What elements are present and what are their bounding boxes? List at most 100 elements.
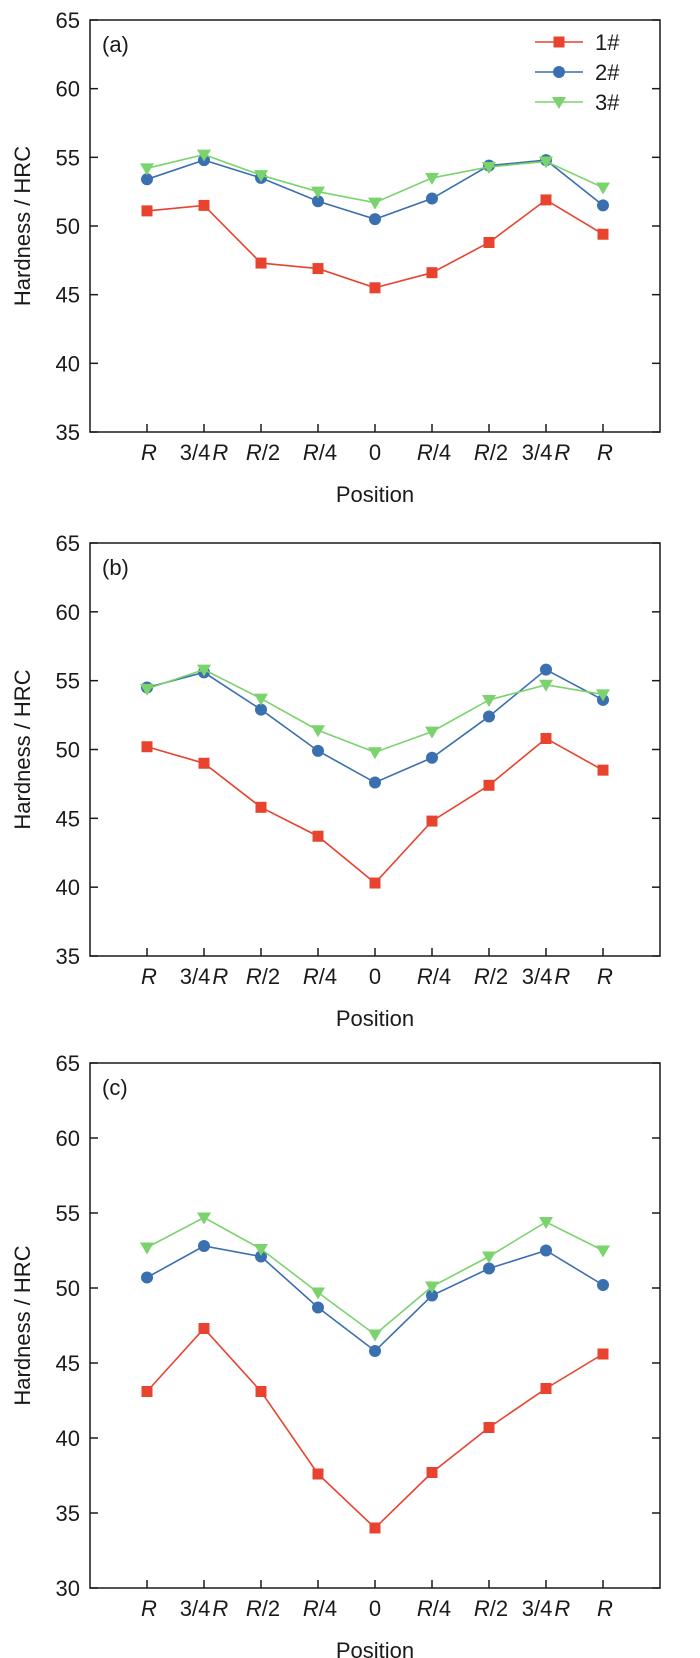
x-axis-title: Position: [336, 1006, 414, 1031]
data-point: [596, 182, 610, 195]
x-tick-label: R: [597, 440, 613, 465]
data-point: [483, 1422, 495, 1433]
series-line: [146, 737, 604, 885]
x-tick-label: 0: [369, 440, 381, 465]
series-line: [146, 668, 604, 784]
chart-panel-3: 30 35 40 45 50 55 60 65 R 3/4R R/2 R/4 0 R/4 R/2 3/4R R P…: [10, 1051, 661, 1658]
x-tick-label: 3/4R: [180, 964, 229, 989]
data-point: [368, 747, 382, 760]
data-point: [597, 1348, 609, 1360]
x-tick-label: R/4: [417, 964, 451, 989]
data-point: [425, 1281, 439, 1294]
data-point: [254, 693, 268, 706]
panel-label: (a): [102, 32, 129, 57]
x-tick-label: R/2: [474, 964, 508, 989]
x-tick-label: 3/4R: [180, 440, 229, 465]
series-line: [146, 153, 604, 204]
x-tick-label: R/4: [303, 964, 337, 989]
data-point: [198, 1240, 210, 1252]
data-point: [540, 663, 552, 676]
x-tick-label: 3/4R: [522, 964, 571, 989]
data-point: [483, 779, 495, 791]
data-point: [311, 1287, 325, 1300]
data-point: [483, 710, 495, 723]
x-tick-label: 0: [369, 964, 381, 989]
data-point: [140, 683, 154, 696]
data-point: [312, 263, 324, 275]
x-tick-label: R/2: [246, 1596, 280, 1621]
data-point: [198, 199, 210, 211]
data-point: [597, 764, 609, 776]
data-point: [597, 199, 609, 212]
data-point: [369, 213, 381, 226]
data-point: [426, 815, 438, 827]
series-line: [146, 198, 604, 289]
y-tick-label: 45: [56, 806, 80, 831]
y-tick-label: 55: [56, 145, 80, 170]
series-line: [146, 1327, 604, 1530]
x-axis-title: Position: [336, 482, 414, 507]
data-point: [539, 156, 553, 169]
y-tick-label: 40: [56, 351, 80, 376]
y-tick-label: 60: [56, 77, 80, 102]
legend-label: 1#: [595, 30, 620, 55]
legend-label: 3#: [595, 90, 620, 115]
data-point: [312, 830, 324, 842]
data-point: [197, 664, 211, 677]
legend-marker: [552, 97, 566, 109]
x-tick-label: R/2: [246, 440, 280, 465]
legend-label: 2#: [595, 60, 620, 85]
series-line: [146, 159, 604, 220]
x-tick-label: R: [141, 440, 157, 465]
data-point: [539, 679, 553, 692]
legend-marker: [553, 36, 565, 48]
data-point: [255, 1250, 267, 1263]
data-point: [254, 170, 268, 183]
x-tick-label: R: [141, 964, 157, 989]
data-point: [426, 267, 438, 279]
series-2: [141, 1240, 609, 1357]
legend-marker: [553, 66, 565, 78]
data-point: [312, 744, 324, 757]
y-tick-label: 40: [56, 875, 80, 900]
series-line: [146, 668, 604, 754]
y-tick-label: 45: [56, 1351, 80, 1376]
chart-panel-2: 35 40 45 50 55 60 65 R 3/4R R/2 R/4 0 R/4 R/2 3/4R R Pos…: [10, 531, 661, 1031]
data-point: [369, 1345, 381, 1357]
data-point: [426, 1467, 438, 1478]
x-tick-label: R/4: [417, 1596, 451, 1621]
data-point: [597, 228, 609, 240]
data-point: [311, 186, 325, 199]
data-point: [141, 741, 153, 753]
data-point: [255, 703, 267, 716]
y-tick-label: 40: [56, 1426, 80, 1451]
panel-label: (c): [102, 1075, 128, 1100]
data-point: [426, 192, 438, 205]
data-point: [540, 1244, 552, 1257]
x-tick-label: R/4: [303, 1596, 337, 1621]
data-point: [312, 195, 324, 208]
y-tick-label: 65: [56, 531, 80, 556]
y-tick-label: 50: [56, 738, 80, 763]
x-tick-label: R/4: [417, 440, 451, 465]
y-tick-label: 35: [56, 944, 80, 969]
y-tick-label: 35: [56, 420, 80, 445]
data-point: [369, 776, 381, 789]
series-1: [141, 194, 609, 294]
data-point: [540, 194, 552, 206]
series-2: [141, 154, 609, 226]
data-point: [540, 1383, 552, 1394]
y-tick-label: 50: [56, 214, 80, 239]
data-point: [197, 1212, 211, 1225]
data-point: [369, 877, 381, 889]
data-point: [369, 282, 381, 294]
data-point: [255, 1386, 267, 1397]
data-point: [312, 1301, 324, 1314]
data-point: [596, 689, 610, 702]
series-3: [140, 664, 610, 760]
data-point: [539, 1217, 553, 1229]
data-point: [368, 197, 382, 210]
y-tick-label: 60: [56, 600, 80, 625]
panel-label: (b): [102, 555, 129, 580]
data-point: [197, 149, 211, 162]
